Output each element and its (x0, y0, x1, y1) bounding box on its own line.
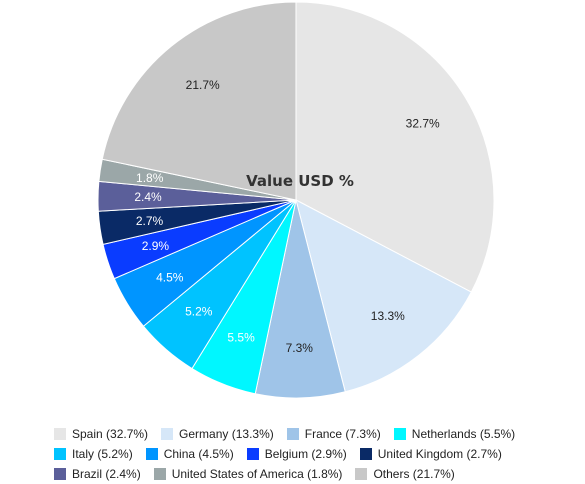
slice-data-label: 1.8% (136, 171, 164, 185)
pie-data-labels: 32.7% 13.3% 7.3% 5.5% 5.2% 4.5% 2.9% 2.7% 2.4% 1.… (134, 78, 440, 355)
legend-swatch (359, 448, 372, 460)
legend-row: Italy (5.2%) China (4.5%) Belgium (2.9%) Un… (54, 444, 554, 464)
legend-swatch (153, 468, 166, 480)
slice-data-label: 13.3% (371, 309, 405, 323)
legend-item: Brazil (2.4%) (54, 467, 141, 481)
legend-swatch (54, 468, 66, 480)
legend-item: Germany (13.3%) (161, 427, 274, 441)
legend-label: Brazil (2.4%) (72, 467, 141, 481)
legend-item: Others (21.7%) (355, 467, 455, 481)
legend-label: Italy (5.2%) (72, 447, 133, 461)
slice-data-label: 21.7% (186, 78, 220, 92)
legend-label: Belgium (2.9%) (264, 447, 347, 461)
legend-label: Spain (32.7%) (72, 427, 149, 441)
legend-label: China (4.5%) (163, 447, 234, 461)
legend-item: France (7.3%) (286, 427, 381, 441)
slice-data-label: 5.5% (227, 330, 255, 344)
legend-swatch (54, 428, 66, 440)
legend-item: Netherlands (5.5%) (393, 427, 516, 441)
chart-title: Value USD % (246, 172, 354, 190)
legend-label: United Kingdom (2.7%) (377, 447, 502, 461)
pie-slice (295, 1, 495, 293)
legend-label: United States of America (1.8%) (171, 467, 343, 481)
legend-swatch (161, 428, 174, 440)
slice-data-label: 2.4% (134, 190, 162, 204)
legend-swatch (246, 448, 259, 460)
slice-data-label: 2.9% (142, 239, 170, 253)
legend-row: Spain (32.7%) Germany (13.3%) France (7.3%… (54, 424, 554, 444)
legend-label: Netherlands (5.5%) (411, 427, 516, 441)
pie-slice (101, 1, 297, 201)
slice-data-label: 4.5% (156, 270, 184, 284)
legend-item: China (4.5%) (145, 447, 234, 461)
legend-swatch (145, 448, 158, 460)
pie-slices (97, 1, 495, 399)
legend-row: Brazil (2.4%) United States of America (1… (54, 464, 554, 484)
legend-swatch (54, 448, 66, 460)
legend-swatch (286, 428, 299, 440)
slice-data-label: 7.3% (286, 341, 314, 355)
legend: Spain (32.7%) Germany (13.3%) France (7.3%… (54, 424, 554, 484)
legend-item: Belgium (2.9%) (246, 447, 347, 461)
legend-swatch (355, 468, 368, 480)
slice-data-label: 32.7% (406, 117, 440, 131)
legend-label: France (7.3%) (304, 427, 381, 441)
pie-slice (295, 199, 472, 393)
legend-item: United Kingdom (2.7%) (359, 447, 502, 461)
legend-item: Italy (5.2%) (54, 447, 133, 461)
legend-label: Germany (13.3%) (179, 427, 274, 441)
legend-item: United States of America (1.8%) (153, 467, 343, 481)
legend-label: Others (21.7%) (373, 467, 455, 481)
slice-data-label: 5.2% (185, 305, 213, 319)
legend-swatch (393, 428, 406, 440)
slice-data-label: 2.7% (136, 214, 164, 228)
legend-item: Spain (32.7%) (54, 427, 148, 441)
